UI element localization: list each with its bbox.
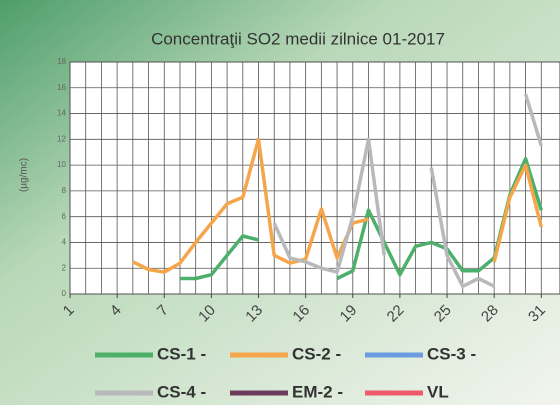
legend-label: CS-2 - bbox=[292, 344, 341, 363]
series-line bbox=[132, 137, 543, 274]
y-tick-label: 16 bbox=[57, 83, 66, 92]
y-tick-label: 4 bbox=[62, 238, 67, 247]
y-tick-label: 2 bbox=[62, 263, 67, 272]
legend-label: VL bbox=[427, 382, 449, 401]
plot-area bbox=[69, 61, 560, 295]
legend-label: CS-4 - bbox=[157, 382, 206, 401]
y-tick-label: 10 bbox=[57, 160, 66, 169]
y-tick-label: 6 bbox=[62, 212, 67, 221]
legend-label: EM-2 - bbox=[292, 382, 343, 401]
y-axis-label: (µg/mc) bbox=[19, 158, 30, 192]
legend-label: CS-1 - bbox=[157, 344, 206, 363]
y-tick-label: 0 bbox=[62, 289, 67, 298]
chart-title: Concentraţii SO2 medii zilnice 01-2017 bbox=[151, 29, 445, 48]
y-tick-label: 14 bbox=[57, 109, 66, 118]
y-tick-label: 12 bbox=[57, 134, 66, 143]
legend-label: CS-3 - bbox=[427, 344, 476, 363]
y-tick-label: 18 bbox=[57, 57, 66, 66]
lines bbox=[132, 93, 543, 289]
series-line bbox=[272, 93, 543, 289]
y-tick-label: 8 bbox=[62, 186, 67, 195]
legend: CS-1 - CS-2 - CS-3 - CS-4 - EM-2 - VL bbox=[95, 344, 476, 401]
